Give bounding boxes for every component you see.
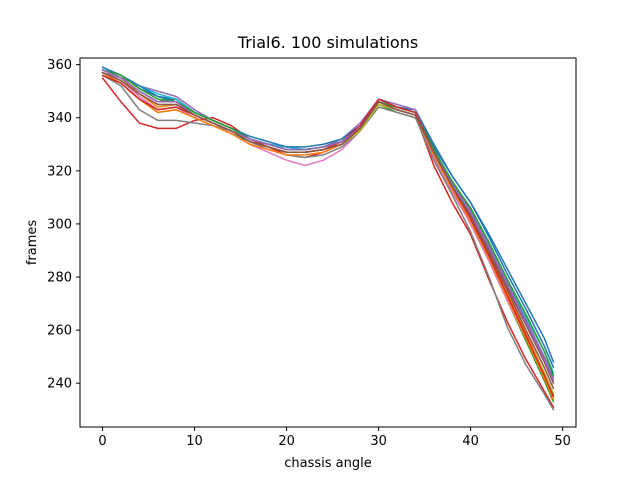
y-tick-label: 260 bbox=[47, 324, 72, 339]
y-tick-label: 340 bbox=[47, 111, 72, 126]
y-tick-label: 300 bbox=[47, 217, 72, 232]
plot-lines bbox=[101, 66, 555, 411]
y-tick-label: 280 bbox=[47, 271, 72, 286]
axes-frame bbox=[79, 57, 577, 428]
x-tick-label: 40 bbox=[462, 434, 479, 449]
x-axis-ticks: 0 10 20 30 40 50 bbox=[98, 427, 571, 449]
y-axis-ticks: 240 260 280 300 320 340 360 bbox=[47, 58, 80, 392]
series-line-12 bbox=[101, 71, 555, 400]
series-line-8 bbox=[101, 74, 555, 411]
series-line-5 bbox=[101, 71, 555, 379]
x-tick-label: 10 bbox=[186, 434, 203, 449]
y-axis-label: frames bbox=[25, 220, 40, 266]
x-tick-label: 30 bbox=[370, 434, 387, 449]
y-tick-label: 360 bbox=[47, 58, 72, 73]
y-tick-label: 320 bbox=[47, 164, 72, 179]
series-line-14 bbox=[101, 74, 555, 398]
x-tick-label: 0 bbox=[98, 434, 106, 449]
chart-title: Trial6. 100 simulations bbox=[237, 33, 418, 52]
series-line-15 bbox=[101, 69, 555, 382]
y-tick-label: 240 bbox=[47, 377, 72, 392]
series-line-16 bbox=[101, 71, 555, 390]
x-tick-label: 50 bbox=[554, 434, 571, 449]
x-tick-label: 20 bbox=[278, 434, 295, 449]
x-axis-label: chassis angle bbox=[284, 456, 371, 471]
